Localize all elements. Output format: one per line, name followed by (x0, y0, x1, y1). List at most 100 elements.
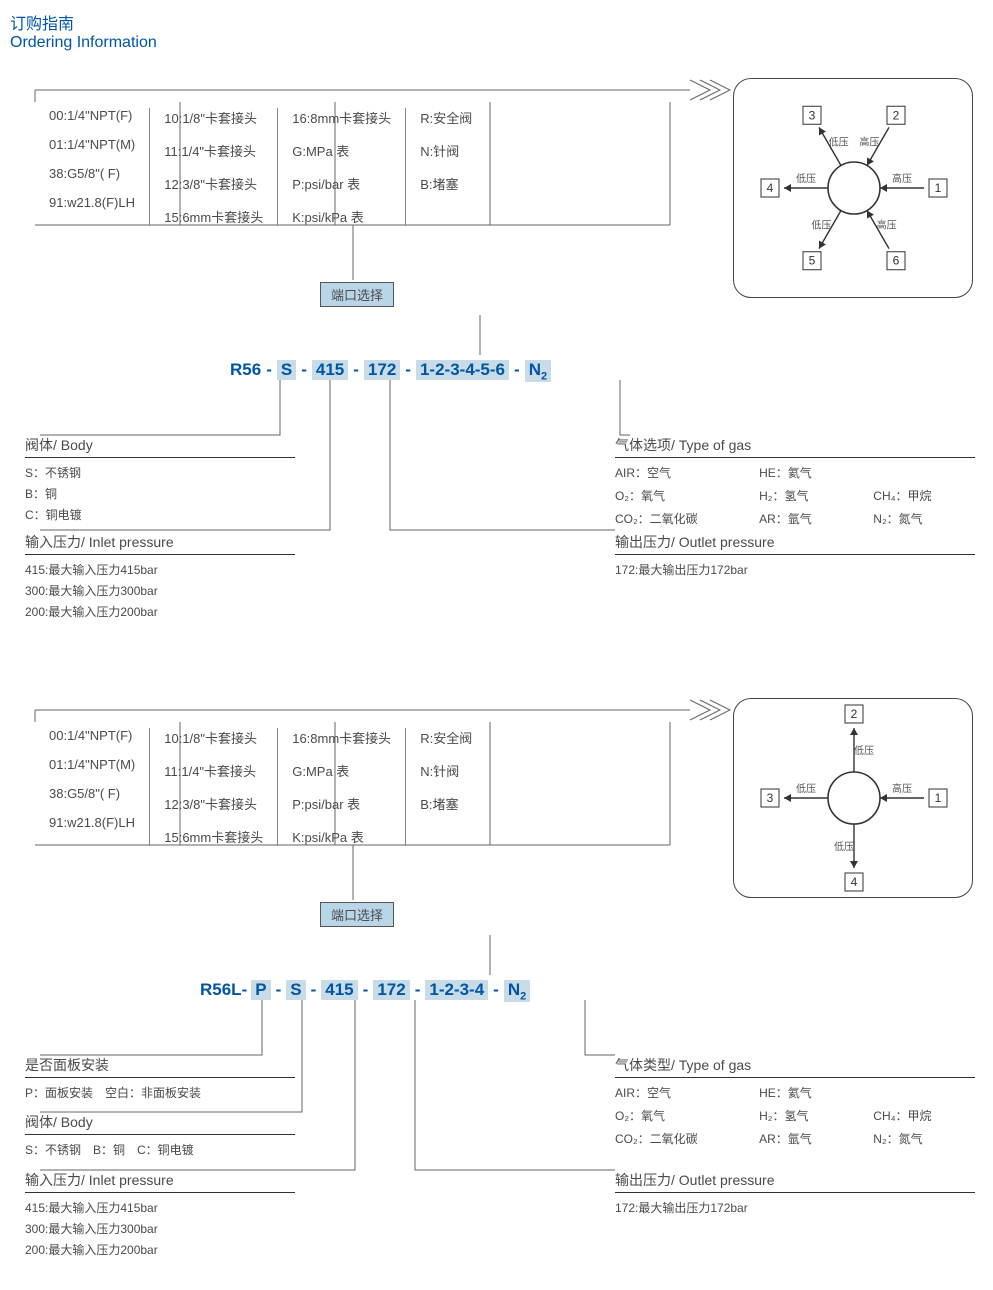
section-panel-2: 是否面板安装 P：面板安装 空白：非面板安装 (25, 1055, 295, 1105)
svg-text:5: 5 (809, 254, 816, 268)
svg-text:1: 1 (935, 791, 942, 805)
section-body-2: 阀体/ Body S：不锈钢 B：铜 C：铜电镀 (25, 1112, 295, 1162)
option-item: 12:3/8"卡套接头 (164, 174, 263, 193)
section-heading: 输入压力/ Inlet pressure (25, 532, 295, 555)
option-item: 10:1/8"卡套接头 (164, 728, 263, 747)
svg-text:4: 4 (767, 181, 774, 195)
svg-text:2: 2 (893, 108, 900, 122)
option-item: R:安全阀 (420, 108, 472, 127)
gas-option: AR：氩气 (759, 510, 855, 527)
option-item: 10:1/8"卡套接头 (164, 108, 263, 127)
option-item: 01:1/4"NPT(M) (49, 757, 135, 772)
section-gas-2: 气体类型/ Type of gas AIR：空气HE：氦气O₂：氧气H₂：氢气C… (615, 1055, 975, 1147)
svg-text:高压: 高压 (877, 219, 897, 232)
gas-option: N₂：氮气 (873, 1130, 975, 1147)
code-segment: 415 (321, 980, 357, 1000)
section-heading: 气体类型/ Type of gas (615, 1055, 975, 1078)
section-outlet-2: 输出压力/ Outlet pressure 172:最大输出压力172bar (615, 1170, 975, 1220)
code-segment: 172 (364, 360, 400, 380)
code-segment: S (286, 980, 305, 1000)
section-item: P：面板安装 空白：非面板安装 (25, 1084, 295, 1101)
gas-option: CH₄：甲烷 (873, 1107, 975, 1124)
option-item: N:针阀 (420, 761, 472, 780)
gas-option: H₂：氢气 (759, 1107, 855, 1124)
gas-option: HE：氦气 (759, 464, 855, 481)
section-item: 300:最大输入压力300bar (25, 1220, 295, 1237)
port-diagram-6: 3低压2高压4低压1高压5低压6高压 (733, 78, 973, 298)
section-item: C：铜电镀 (25, 506, 295, 523)
code-segment: 172 (373, 980, 409, 1000)
svg-text:低压: 低压 (854, 744, 874, 757)
option-item: P:psi/bar 表 (292, 174, 391, 193)
svg-text:6: 6 (893, 254, 900, 268)
option-table-1: 00:1/4"NPT(F)01:1/4"NPT(M)38:G5/8"( F)91… (35, 108, 486, 226)
svg-text:高压: 高压 (892, 172, 912, 185)
svg-text:低压: 低压 (811, 219, 831, 232)
section-heading: 输出压力/ Outlet pressure (615, 532, 975, 555)
option-item: K:psi/kPa 表 (292, 207, 391, 226)
section-body-1: 阀体/ Body S：不锈钢 B：铜 C：铜电镀 (25, 435, 295, 527)
port-diagram-4: 2 低压 1 高压 4 低压 3 低压 (733, 698, 973, 898)
title-cn: 订购指南 (10, 10, 983, 34)
option-item: B:堵塞 (420, 794, 472, 813)
section-gas-1: 气体选项/ Type of gas AIR：空气HE：氦气O₂：氧气H₂：氢气C… (615, 435, 975, 527)
code-segment: 415 (312, 360, 348, 380)
section-item: 415:最大输入压力415bar (25, 561, 295, 578)
svg-text:高压: 高压 (859, 135, 879, 148)
svg-text:2: 2 (851, 707, 858, 721)
section-item: B：铜 (25, 485, 295, 502)
ordering-block-1: 00:1/4"NPT(F)01:1/4"NPT(M)38:G5/8"( F)91… (10, 70, 983, 660)
section-item: 172:最大输出压力172bar (615, 561, 975, 578)
svg-text:低压: 低压 (829, 135, 849, 148)
port-select-label-1: 端口选择 (320, 282, 394, 307)
svg-text:3: 3 (767, 791, 774, 805)
svg-text:高压: 高压 (892, 782, 912, 795)
option-item: K:psi/kPa 表 (292, 827, 391, 846)
gas-option: HE：氦气 (759, 1084, 855, 1101)
option-item: 16:8mm卡套接头 (292, 108, 391, 127)
section-item: 415:最大输入压力415bar (25, 1199, 295, 1216)
code-segment: P (251, 980, 270, 1000)
section-heading: 气体选项/ Type of gas (615, 435, 975, 458)
gas-option (873, 1084, 975, 1101)
gas-option (873, 464, 975, 481)
section-inlet-1: 输入压力/ Inlet pressure 415:最大输入压力415bar300… (25, 532, 295, 624)
ordering-block-2: 00:1/4"NPT(F)01:1/4"NPT(M)38:G5/8"( F)91… (10, 690, 983, 1250)
code-segment: 1-2-3-4-5-6 (416, 360, 509, 380)
svg-text:4: 4 (851, 875, 858, 889)
option-item: 15:6mm卡套接头 (164, 827, 263, 846)
option-item: 91:w21.8(F)LH (49, 815, 135, 830)
section-item: S：不锈钢 (25, 464, 295, 481)
option-item: N:针阀 (420, 141, 472, 160)
gas-option: O₂：氧气 (615, 487, 741, 504)
option-item: 11:1/4"卡套接头 (164, 761, 263, 780)
option-item: 38:G5/8"( F) (49, 786, 135, 801)
gas-option: AR：氩气 (759, 1130, 855, 1147)
option-item: R:安全阀 (420, 728, 472, 747)
section-item: 172:最大输出压力172bar (615, 1199, 975, 1216)
code-segment: 1-2-3-4 (425, 980, 488, 1000)
option-table-2: 00:1/4"NPT(F)01:1/4"NPT(M)38:G5/8"( F)91… (35, 728, 486, 846)
gas-option: CO₂：二氧化碳 (615, 1130, 741, 1147)
section-inlet-2: 输入压力/ Inlet pressure 415:最大输入压力415bar300… (25, 1170, 295, 1262)
svg-text:低压: 低压 (796, 172, 816, 185)
gas-option: N₂：氮气 (873, 510, 975, 527)
option-item: 00:1/4"NPT(F) (49, 108, 135, 123)
gas-option: CH₄：甲烷 (873, 487, 975, 504)
svg-text:1: 1 (935, 181, 942, 195)
option-item: 15:6mm卡套接头 (164, 207, 263, 226)
svg-text:低压: 低压 (796, 782, 816, 795)
gas-option: H₂：氢气 (759, 487, 855, 504)
port-select-label-2: 端口选择 (320, 902, 394, 927)
option-item: G:MPa 表 (292, 761, 391, 780)
gas-option: CO₂：二氧化碳 (615, 510, 741, 527)
svg-text:低压: 低压 (834, 840, 854, 853)
order-code-1: R56-S-415-172-1-2-3-4-5-6-N2 (230, 360, 551, 382)
section-outlet-1: 输出压力/ Outlet pressure 172:最大输出压力172bar (615, 532, 975, 582)
option-item: 12:3/8"卡套接头 (164, 794, 263, 813)
section-heading: 阀体/ Body (25, 435, 295, 458)
order-code-2: R56L-P-S-415-172-1-2-3-4-N2 (200, 980, 530, 1002)
gas-option: AIR：空气 (615, 1084, 741, 1101)
option-item: 11:1/4"卡套接头 (164, 141, 263, 160)
option-item: B:堵塞 (420, 174, 472, 193)
